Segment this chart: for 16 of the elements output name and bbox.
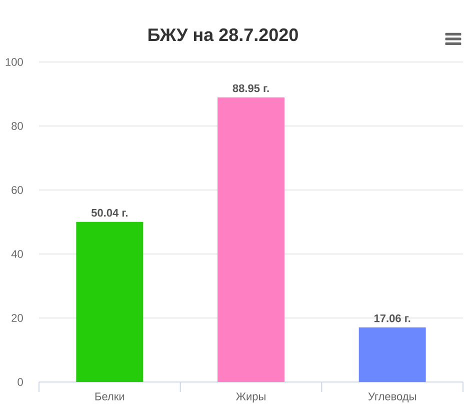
- x-tick-label: Белки: [95, 392, 124, 400]
- bar: [218, 97, 284, 382]
- data-label: 17.06 г.: [374, 314, 410, 322]
- y-tick-label: 0: [18, 378, 23, 386]
- x-tick-label: Углеводы: [368, 392, 416, 402]
- y-tick-label: 40: [11, 250, 23, 258]
- y-tick-label: 100: [6, 58, 23, 66]
- bar: [76, 222, 144, 382]
- y-tick-label: 60: [12, 186, 23, 194]
- data-label: 50.04 г.: [91, 208, 128, 217]
- data-label: 88.95 г.: [232, 84, 269, 92]
- chart-title: БЖУ на 28.7.2020: [148, 28, 298, 42]
- bar: [358, 327, 426, 382]
- y-tick-label: 20: [12, 314, 23, 322]
- x-tick-label: Жиры: [236, 392, 266, 402]
- y-tick-label: 80: [12, 122, 23, 130]
